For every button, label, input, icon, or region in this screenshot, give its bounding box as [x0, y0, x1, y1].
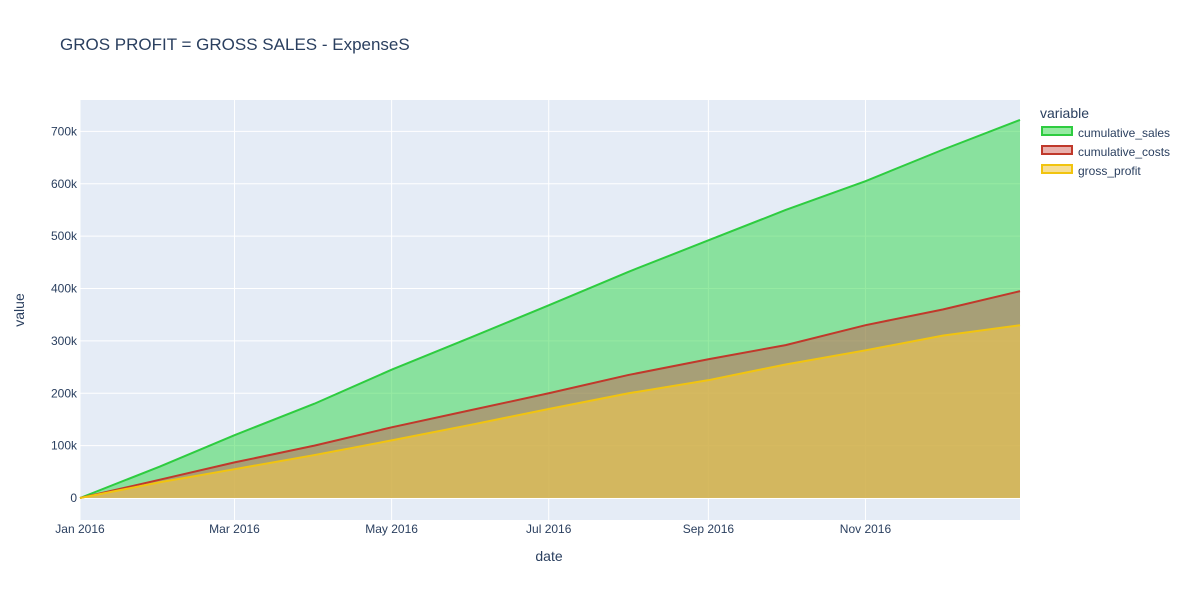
legend-label-cumulative_costs: cumulative_costs: [1078, 145, 1170, 159]
legend-swatch-cumulative_sales: [1041, 126, 1073, 136]
x-tick-label: Mar 2016: [209, 522, 260, 536]
y-tick-label: 400k: [51, 282, 78, 296]
x-tick-label: Jul 2016: [526, 522, 572, 536]
legend-title: variable: [1040, 105, 1089, 121]
y-axis-title: value: [11, 293, 27, 327]
y-tick-label: 0: [70, 491, 77, 505]
x-tick-label: May 2016: [365, 522, 418, 536]
axes: 0 100k 200k 300k 400k 500k 600k 700k Jan 2016 Mar…: [51, 124, 892, 536]
x-tick-label: Sep 2016: [683, 522, 735, 536]
y-tick-label: 200k: [51, 386, 78, 400]
y-tick-label: 300k: [51, 334, 78, 348]
y-tick-label: 500k: [51, 229, 78, 243]
y-tick-label: 700k: [51, 124, 78, 138]
chart-title: GROS PROFIT = GROSS SALES - ExpenseS: [60, 35, 410, 54]
series-area-gross_profit: [80, 325, 1020, 499]
y-tick-label: 600k: [51, 177, 78, 191]
x-tick-label: Nov 2016: [840, 522, 892, 536]
y-tick-label: 100k: [51, 439, 78, 453]
legend-label-cumulative_sales: cumulative_sales: [1078, 126, 1170, 140]
legend-swatch-cumulative_costs: [1041, 145, 1073, 155]
legend-label-gross_profit: gross_profit: [1078, 164, 1141, 178]
series-layer: [79, 118, 1021, 499]
legend-swatch-gross_profit: [1041, 164, 1073, 174]
series-line-cumulative_sales: [79, 118, 1021, 499]
x-axis-title: date: [535, 548, 562, 564]
series-line-cumulative_costs: [79, 290, 1021, 499]
series-line-gross_profit: [79, 324, 1021, 499]
legend: variable cumulative_sales cumulative_cost…: [1040, 105, 1170, 178]
x-tick-label: Jan 2016: [55, 522, 105, 536]
